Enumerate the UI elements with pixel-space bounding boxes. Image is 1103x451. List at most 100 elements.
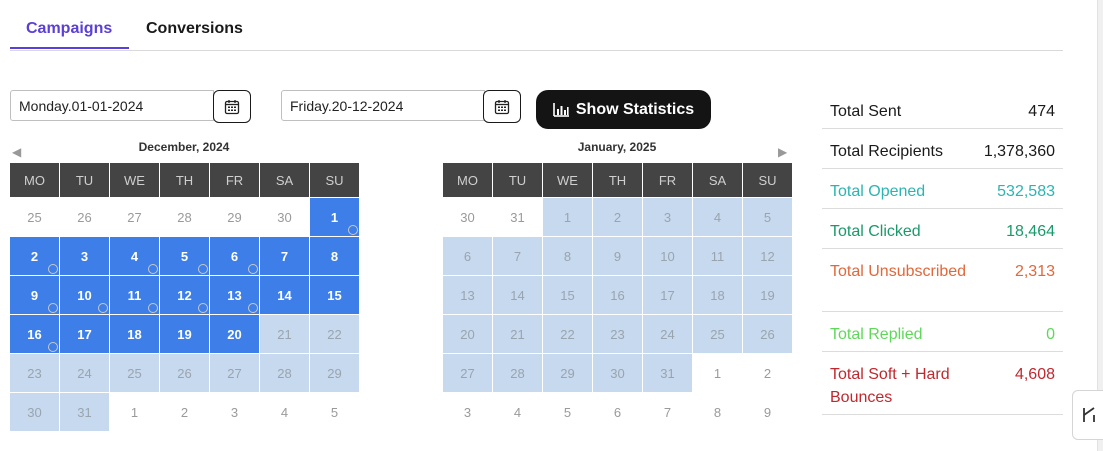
calendar-day[interactable]: 15: [543, 276, 592, 314]
calendar-day[interactable]: 22: [310, 315, 359, 353]
stat-value: 0: [1046, 326, 1055, 343]
calendar-day[interactable]: 27: [443, 354, 492, 392]
calendar-day[interactable]: 3: [443, 393, 492, 431]
chevron-left-icon[interactable]: ◀: [12, 145, 22, 159]
calendar-day[interactable]: 10: [60, 276, 109, 314]
calendar-day[interactable]: 18: [693, 276, 742, 314]
help-widget-button[interactable]: [1072, 390, 1103, 440]
calendar-day[interactable]: 3: [210, 393, 259, 431]
calendar-day[interactable]: 3: [60, 237, 109, 275]
calendar-day[interactable]: 25: [693, 315, 742, 353]
calendar-day[interactable]: 23: [10, 354, 59, 392]
calendar-day[interactable]: 14: [260, 276, 309, 314]
calendar-day[interactable]: 6: [593, 393, 642, 431]
calendar-day[interactable]: 27: [210, 354, 259, 392]
calendar-day[interactable]: 26: [160, 354, 209, 392]
calendar-day[interactable]: 29: [210, 198, 259, 236]
calendar-day[interactable]: 7: [493, 237, 542, 275]
start-date-input[interactable]: [10, 90, 214, 121]
calendar-day[interactable]: 10: [643, 237, 692, 275]
start-date-calendar-button[interactable]: [213, 90, 251, 123]
calendar-day[interactable]: 13: [210, 276, 259, 314]
calendar-day[interactable]: 26: [743, 315, 792, 353]
calendar-day[interactable]: 7: [260, 237, 309, 275]
calendar-day[interactable]: 9: [743, 393, 792, 431]
calendar-day[interactable]: 1: [693, 354, 742, 392]
calendar-day[interactable]: 4: [260, 393, 309, 431]
show-statistics-button[interactable]: Show Statistics: [536, 90, 711, 129]
chevron-right-icon[interactable]: ▶: [778, 145, 788, 159]
calendar-day[interactable]: 23: [593, 315, 642, 353]
calendar-day[interactable]: 6: [443, 237, 492, 275]
calendar-day[interactable]: 30: [443, 198, 492, 236]
calendar-day[interactable]: 1: [110, 393, 159, 431]
calendar-day[interactable]: 5: [743, 198, 792, 236]
calendar-day[interactable]: 24: [60, 354, 109, 392]
calendar-day[interactable]: 3: [643, 198, 692, 236]
calendar-day[interactable]: 14: [493, 276, 542, 314]
calendar-day-number: 3: [463, 404, 472, 420]
stat-row: Total Sent 474: [822, 89, 1063, 129]
calendar-day[interactable]: 12: [160, 276, 209, 314]
calendar-day[interactable]: 28: [160, 198, 209, 236]
calendar-day[interactable]: 4: [493, 393, 542, 431]
calendar-day[interactable]: 29: [310, 354, 359, 392]
calendar-day[interactable]: 29: [543, 354, 592, 392]
calendar-day[interactable]: 8: [693, 393, 742, 431]
calendar-day[interactable]: 2: [160, 393, 209, 431]
calendar-day[interactable]: 17: [643, 276, 692, 314]
calendar-day[interactable]: 1: [543, 198, 592, 236]
calendar-day[interactable]: 11: [693, 237, 742, 275]
calendar-day[interactable]: 9: [10, 276, 59, 314]
calendar-day[interactable]: 4: [110, 237, 159, 275]
calendar-day[interactable]: 25: [10, 198, 59, 236]
event-indicator-icon: [248, 264, 258, 274]
calendar-day[interactable]: 5: [543, 393, 592, 431]
calendar-day[interactable]: 21: [260, 315, 309, 353]
calendar-day[interactable]: 17: [60, 315, 109, 353]
calendar-day[interactable]: 2: [10, 237, 59, 275]
calendar-day[interactable]: 19: [743, 276, 792, 314]
calendar-day[interactable]: 16: [10, 315, 59, 353]
calendar-day-number: 5: [330, 404, 339, 420]
calendar-day[interactable]: 22: [543, 315, 592, 353]
tab-campaigns[interactable]: Campaigns: [26, 20, 113, 37]
calendar-day[interactable]: 25: [110, 354, 159, 392]
calendar-day[interactable]: 30: [10, 393, 59, 431]
calendar-day[interactable]: 18: [110, 315, 159, 353]
calendar-day[interactable]: 30: [260, 198, 309, 236]
calendar-day[interactable]: 2: [593, 198, 642, 236]
calendar-day[interactable]: 31: [493, 198, 542, 236]
calendar-day[interactable]: 20: [443, 315, 492, 353]
calendar-day[interactable]: 15: [310, 276, 359, 314]
calendar-day[interactable]: 8: [543, 237, 592, 275]
calendar-day[interactable]: 7: [643, 393, 692, 431]
calendar-day[interactable]: 11: [110, 276, 159, 314]
calendar-day[interactable]: 2: [743, 354, 792, 392]
calendar-day[interactable]: 19: [160, 315, 209, 353]
calendar-day[interactable]: 5: [160, 237, 209, 275]
calendar-day[interactable]: 24: [643, 315, 692, 353]
calendar-day[interactable]: 5: [310, 393, 359, 431]
calendar-day[interactable]: 13: [443, 276, 492, 314]
end-date-calendar-button[interactable]: [483, 90, 521, 123]
scrollbar[interactable]: [1097, 0, 1103, 451]
tab-conversions[interactable]: Conversions: [146, 20, 243, 37]
calendar-day[interactable]: 28: [260, 354, 309, 392]
calendar-day[interactable]: 31: [643, 354, 692, 392]
calendar-day[interactable]: 12: [743, 237, 792, 275]
calendar-day[interactable]: 21: [493, 315, 542, 353]
calendar-day[interactable]: 1: [310, 198, 359, 236]
calendar-day[interactable]: 8: [310, 237, 359, 275]
calendar-day[interactable]: 9: [593, 237, 642, 275]
calendar-day[interactable]: 16: [593, 276, 642, 314]
calendar-day[interactable]: 26: [60, 198, 109, 236]
calendar-day[interactable]: 31: [60, 393, 109, 431]
calendar-day[interactable]: 4: [693, 198, 742, 236]
calendar-day[interactable]: 20: [210, 315, 259, 353]
calendar-day[interactable]: 6: [210, 237, 259, 275]
calendar-day[interactable]: 30: [593, 354, 642, 392]
calendar-day[interactable]: 27: [110, 198, 159, 236]
end-date-input[interactable]: [281, 90, 485, 121]
calendar-day[interactable]: 28: [493, 354, 542, 392]
